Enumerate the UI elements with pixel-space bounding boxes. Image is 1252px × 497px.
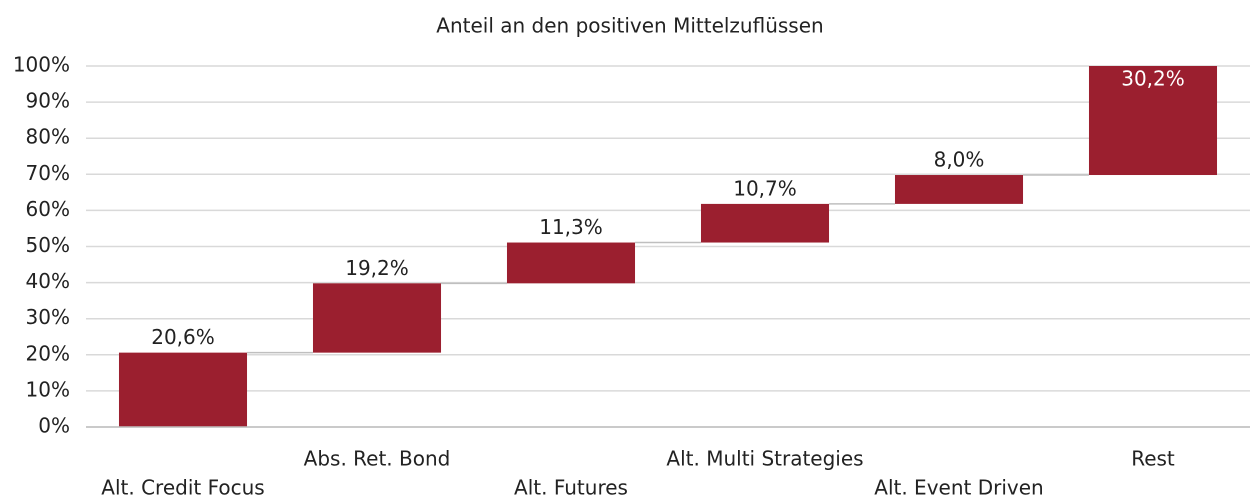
- data-label: 30,2%: [1121, 67, 1185, 91]
- y-tick-label: 40%: [26, 269, 70, 293]
- bar: [312, 283, 442, 353]
- x-tick-label: Abs. Ret. Bond: [304, 447, 451, 471]
- chart-title: Anteil an den positiven Mittelzuflüssen: [436, 14, 823, 38]
- y-tick-label: 0%: [38, 414, 70, 438]
- x-tick-label: Alt. Event Driven: [874, 476, 1043, 497]
- data-label: 19,2%: [345, 256, 409, 280]
- y-tick-label: 20%: [26, 341, 70, 365]
- y-tick-label: 60%: [26, 197, 70, 221]
- y-tick-label: 90%: [26, 89, 70, 113]
- y-tick-label: 70%: [26, 161, 70, 185]
- x-tick-label: Alt. Multi Strategies: [666, 447, 863, 471]
- bar: [118, 352, 248, 427]
- y-tick-label: 10%: [26, 377, 70, 401]
- bar: [700, 203, 830, 243]
- x-tick-label: Alt. Futures: [514, 476, 628, 497]
- data-label: 20,6%: [151, 325, 215, 349]
- y-tick-label: 50%: [26, 233, 70, 257]
- y-tick-label: 100%: [13, 53, 70, 77]
- y-tick-label: 30%: [26, 305, 70, 329]
- x-tick-label: Alt. Credit Focus: [101, 476, 264, 497]
- bar: [894, 175, 1024, 204]
- x-tick-label: Rest: [1131, 447, 1175, 471]
- data-label: 8,0%: [934, 148, 985, 172]
- y-tick-label: 80%: [26, 125, 70, 149]
- bar: [506, 242, 636, 284]
- bar: [1088, 66, 1218, 176]
- data-label: 11,3%: [539, 215, 603, 239]
- data-label: 10,7%: [733, 176, 797, 200]
